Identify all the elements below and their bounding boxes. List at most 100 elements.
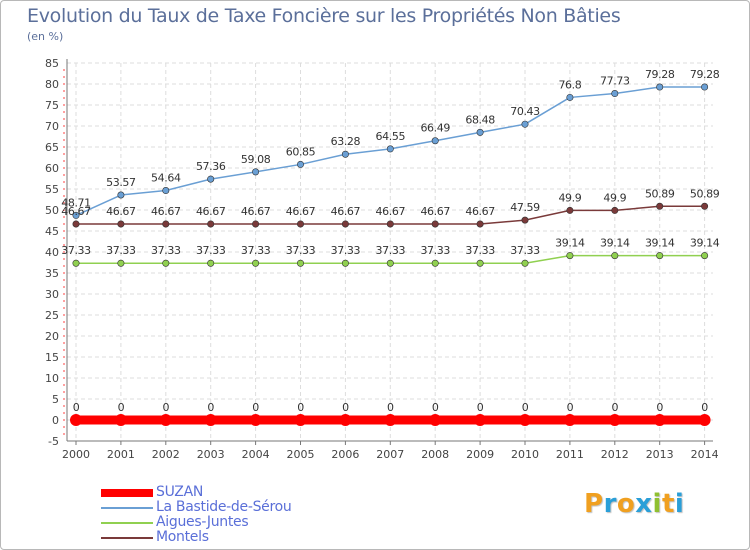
data-point-montels	[207, 220, 215, 228]
data-point-suzan	[608, 414, 621, 426]
data-label-suzan: 0	[701, 401, 708, 414]
legend-swatch-la-bastide	[101, 507, 153, 509]
data-point-la-bastide-de-serou	[341, 150, 349, 158]
data-point-aigues-juntes	[296, 259, 304, 267]
y-tick-label: 60	[45, 162, 59, 175]
legend-label-la-bastide: La Bastide-de-Sérou	[156, 499, 292, 515]
x-tick-label: 2006	[331, 448, 359, 461]
data-point-aigues-juntes	[611, 252, 619, 260]
data-label-suzan: 0	[611, 401, 618, 414]
x-tick-label: 2008	[421, 448, 449, 461]
y-tick-label: 40	[45, 246, 59, 259]
data-point-montels	[117, 220, 125, 228]
data-label-aigues-juntes: 37.33	[510, 244, 540, 257]
chart-unit-label: (en %)	[27, 30, 64, 43]
data-point-la-bastide-de-serou	[521, 120, 529, 128]
y-tick-label: 70	[45, 120, 59, 133]
data-point-aigues-juntes	[386, 259, 394, 267]
data-point-la-bastide-de-serou	[72, 211, 80, 219]
series-aigues-juntes	[72, 252, 709, 267]
data-point-aigues-juntes	[566, 252, 574, 260]
data-label-montels: 50.89	[690, 187, 720, 200]
data-point-aigues-juntes	[701, 252, 709, 260]
data-point-suzan	[204, 414, 217, 426]
data-label-la-bastide-de-serou: 68.48	[465, 113, 495, 126]
y-tick-label: 0	[52, 414, 59, 427]
data-label-montels: 46.67	[286, 205, 316, 218]
data-point-suzan	[429, 414, 442, 426]
data-point-la-bastide-de-serou	[431, 137, 439, 145]
x-tick-label: 2003	[197, 448, 225, 461]
logo-letter: i	[674, 489, 685, 519]
data-label-suzan: 0	[342, 401, 349, 414]
data-label-la-bastide-de-serou: 77.73	[600, 75, 630, 88]
data-label-suzan: 0	[118, 401, 125, 414]
data-label-suzan: 0	[432, 401, 439, 414]
data-point-suzan	[653, 414, 666, 426]
data-label-aigues-juntes: 37.33	[151, 244, 181, 257]
legend-label-aigues-juntes: Aigues-Juntes	[156, 514, 249, 530]
data-label-la-bastide-de-serou: 53.57	[106, 176, 136, 189]
logo-letter: P	[584, 489, 604, 519]
data-label-suzan: 0	[252, 401, 259, 414]
data-label-montels: 49.9	[558, 191, 581, 204]
logo-letter: o	[616, 489, 636, 519]
y-tick-label: 25	[45, 309, 59, 322]
data-label-montels: 46.67	[106, 205, 136, 218]
data-point-montels	[72, 220, 80, 228]
y-tick-label: 65	[45, 141, 59, 154]
data-label-montels: 46.67	[241, 205, 271, 218]
data-point-aigues-juntes	[431, 259, 439, 267]
data-point-suzan	[249, 414, 262, 426]
data-label-montels: 46.67	[465, 205, 495, 218]
data-point-suzan	[474, 414, 487, 426]
data-point-la-bastide-de-serou	[117, 191, 125, 199]
x-tick-label: 2001	[107, 448, 135, 461]
legend-swatch-suzan	[101, 489, 153, 497]
data-point-montels	[521, 216, 529, 224]
data-point-suzan	[563, 414, 576, 426]
data-point-suzan	[159, 414, 172, 426]
data-label-aigues-juntes: 37.33	[331, 244, 361, 257]
series-la-bastide-de-serou	[72, 83, 709, 219]
data-point-aigues-juntes	[207, 259, 215, 267]
data-point-montels	[476, 220, 484, 228]
y-tick-label: 35	[45, 267, 59, 280]
data-label-montels: 46.67	[331, 205, 361, 218]
x-tick-label: 2004	[242, 448, 270, 461]
data-label-la-bastide-de-serou: 48.71	[61, 196, 91, 209]
x-tick-label: 2014	[691, 448, 719, 461]
y-tick-label: 15	[45, 351, 59, 364]
data-point-aigues-juntes	[521, 259, 529, 267]
data-label-montels: 50.89	[645, 187, 675, 200]
x-tick-label: 2013	[646, 448, 674, 461]
data-label-la-bastide-de-serou: 64.55	[376, 130, 406, 143]
data-point-suzan	[294, 414, 307, 426]
data-label-la-bastide-de-serou: 54.64	[151, 172, 181, 185]
y-tick-label: 55	[45, 183, 59, 196]
y-tick-label: 10	[45, 372, 59, 385]
data-label-la-bastide-de-serou: 60.85	[286, 145, 316, 158]
x-tick-label: 2010	[511, 448, 539, 461]
y-tick-label: 30	[45, 288, 59, 301]
data-point-la-bastide-de-serou	[252, 168, 260, 176]
data-point-la-bastide-de-serou	[611, 90, 619, 98]
data-label-suzan: 0	[522, 401, 529, 414]
data-label-aigues-juntes: 37.33	[376, 244, 406, 257]
data-point-suzan	[519, 414, 531, 426]
x-tick-label: 2011	[556, 448, 584, 461]
data-label-aigues-juntes: 37.33	[420, 244, 450, 257]
data-point-montels	[296, 220, 304, 228]
x-tick-label: 2000	[62, 448, 90, 461]
data-point-montels	[566, 206, 574, 214]
data-label-montels: 47.59	[510, 201, 540, 214]
y-tick-label: 50	[45, 204, 59, 217]
data-label-la-bastide-de-serou: 57.36	[196, 160, 226, 173]
data-label-la-bastide-de-serou: 63.28	[331, 135, 361, 148]
data-label-aigues-juntes: 37.33	[61, 244, 91, 257]
x-tick-label: 2002	[152, 448, 180, 461]
data-label-montels: 46.67	[61, 205, 91, 218]
x-tick-label: 2007	[376, 448, 404, 461]
y-tick-label: 75	[45, 99, 59, 112]
x-tick-label: 2005	[287, 448, 315, 461]
